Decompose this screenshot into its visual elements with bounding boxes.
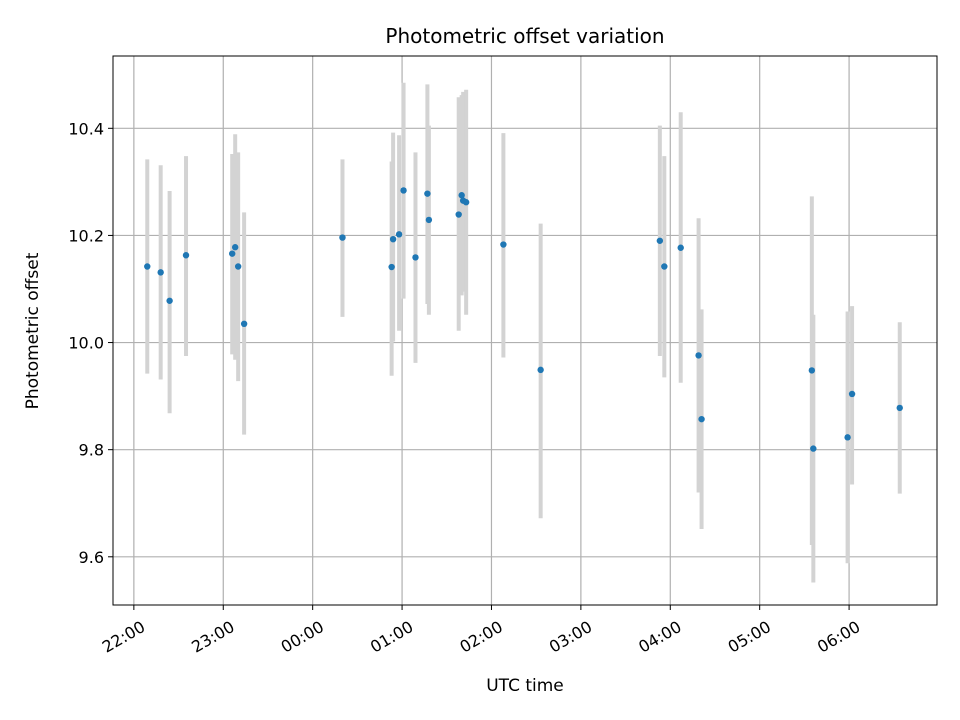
chart-title: Photometric offset variation bbox=[385, 24, 664, 48]
data-point bbox=[234, 263, 242, 270]
x-tick-label: 04:00 bbox=[635, 617, 684, 657]
y-tick-label: 10.0 bbox=[68, 334, 104, 353]
data-point bbox=[458, 192, 465, 199]
data-point bbox=[425, 216, 433, 224]
x-tick-label: 23:00 bbox=[188, 617, 237, 657]
error-bars bbox=[145, 82, 902, 583]
data-points bbox=[144, 187, 903, 452]
x-axis-ticks: 22:00 23:00 00:00 01:00 02:00 03:00 04:00 05:00… bbox=[99, 605, 863, 657]
data-point bbox=[848, 390, 856, 398]
data-point bbox=[339, 234, 346, 241]
grid-lines bbox=[113, 56, 937, 605]
data-point bbox=[537, 366, 544, 374]
data-point bbox=[656, 237, 664, 244]
x-axis-label: UTC time bbox=[486, 676, 564, 696]
data-point bbox=[808, 367, 816, 374]
data-point bbox=[395, 231, 403, 238]
data-point bbox=[896, 404, 903, 412]
y-tick-label: 10.2 bbox=[68, 226, 104, 245]
data-point bbox=[844, 434, 851, 441]
y-axis-label: Photometric offset bbox=[23, 252, 43, 409]
data-point bbox=[810, 445, 817, 452]
data-point bbox=[500, 241, 507, 248]
data-point bbox=[412, 254, 419, 261]
y-tick-label: 10.4 bbox=[68, 119, 104, 138]
data-point bbox=[388, 263, 395, 271]
data-point bbox=[389, 235, 397, 243]
data-point bbox=[695, 352, 702, 359]
x-tick-label: 02:00 bbox=[456, 617, 505, 657]
data-point bbox=[661, 263, 668, 270]
data-point bbox=[231, 244, 239, 251]
data-point bbox=[229, 250, 236, 257]
data-point bbox=[698, 415, 705, 423]
data-point bbox=[144, 263, 151, 270]
y-axis-ticks: 9.6 9.8 10.0 10.2 10.4 bbox=[68, 119, 113, 567]
x-tick-label: 03:00 bbox=[546, 617, 595, 657]
data-point bbox=[462, 199, 470, 206]
data-point bbox=[182, 252, 190, 259]
data-point bbox=[240, 320, 248, 328]
data-point bbox=[455, 211, 462, 218]
x-tick-label: 22:00 bbox=[99, 617, 148, 657]
data-point bbox=[424, 190, 431, 197]
x-tick-label: 00:00 bbox=[278, 617, 327, 657]
x-tick-label: 01:00 bbox=[367, 617, 416, 657]
plot-frame bbox=[112, 55, 938, 606]
data-point bbox=[400, 187, 407, 194]
data-point bbox=[166, 297, 173, 304]
data-point bbox=[157, 269, 164, 276]
y-tick-label: 9.6 bbox=[79, 548, 104, 567]
x-tick-label: 06:00 bbox=[814, 617, 863, 657]
data-point bbox=[677, 244, 684, 251]
x-tick-label: 05:00 bbox=[725, 617, 774, 657]
y-tick-label: 9.8 bbox=[79, 441, 104, 460]
